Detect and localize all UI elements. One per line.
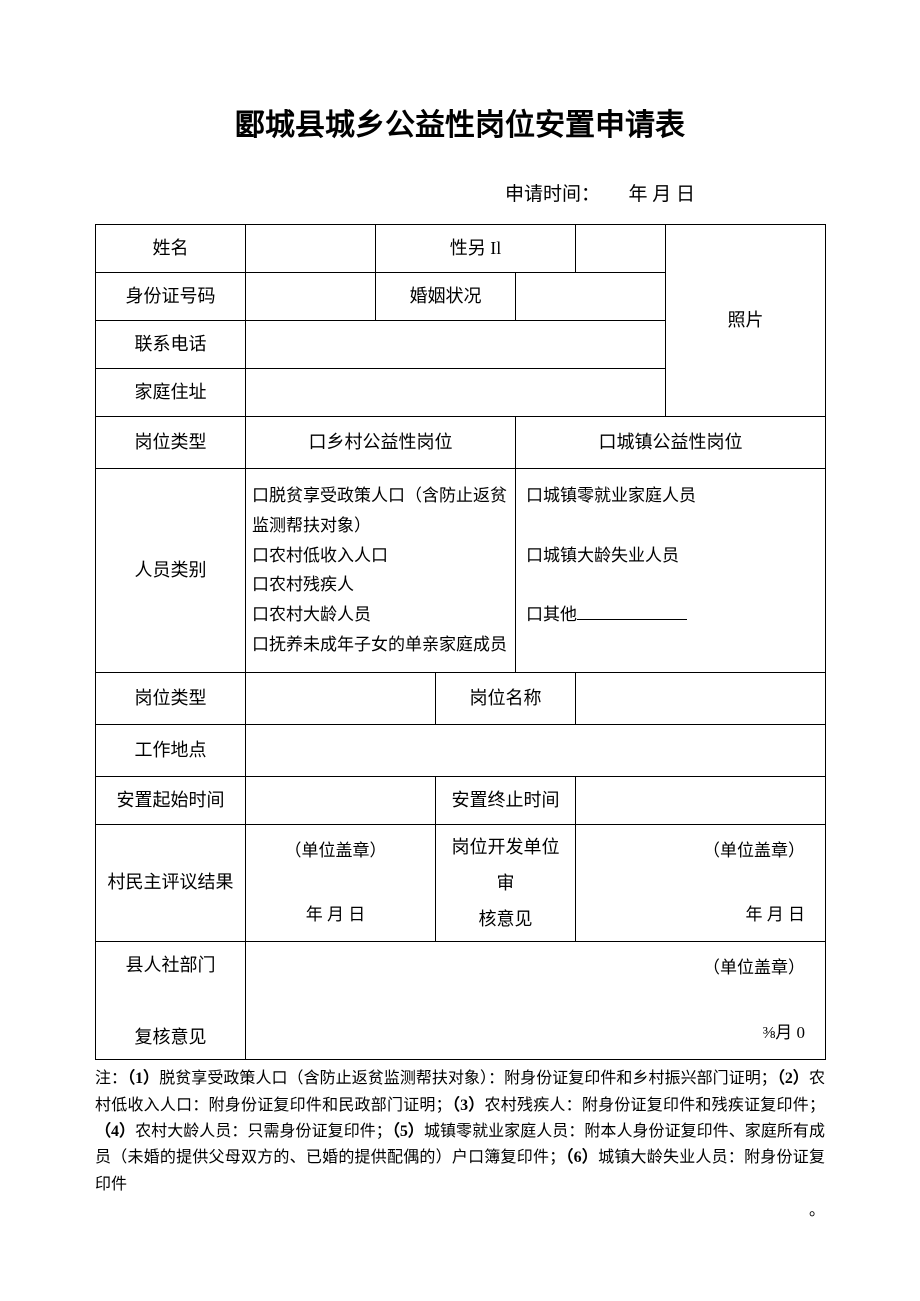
label-start-time: 安置起始时间: [96, 776, 246, 824]
label-county-dept: 县人社部门 复核意见: [96, 942, 246, 1060]
app-time-label: 申请时间：: [505, 184, 600, 205]
dev-unit-l2: 核意见: [479, 909, 533, 929]
label-gender: 性另 Il: [376, 225, 576, 273]
value-post-type2: [246, 672, 436, 724]
label-person-category: 人员类别: [96, 469, 246, 673]
label-name: 姓名: [96, 225, 246, 273]
county-stamp: （单位盖章） ⅜月 0: [246, 942, 826, 1060]
county-l1: 县人社部门: [126, 955, 216, 975]
notes-suffix: 。: [95, 1198, 825, 1224]
cat-l3: 口农村残疾人: [252, 575, 354, 594]
n5-label: （5）: [392, 1123, 424, 1140]
label-address: 家庭住址: [96, 369, 246, 417]
other-blank: [577, 603, 687, 620]
notes-prefix: 注：: [95, 1070, 127, 1087]
photo-cell: 照片: [666, 225, 826, 417]
value-name: [246, 225, 376, 273]
value-gender: [576, 225, 666, 273]
label-phone: 联系电话: [96, 321, 246, 369]
dev-date: 年 月 日: [746, 905, 806, 924]
n3-label: （3）: [452, 1097, 485, 1114]
cat-r1: 口城镇零就业家庭人员: [526, 486, 696, 505]
value-phone: [246, 321, 666, 369]
label-post-type2: 岗位类型: [96, 672, 246, 724]
page-title: 郾城县城乡公益性岗位安置申请表: [95, 100, 825, 144]
n6-label: （6）: [565, 1149, 598, 1166]
label-id-number: 身份证号码: [96, 273, 246, 321]
n4-label: （4）: [95, 1123, 135, 1140]
value-address: [246, 369, 666, 417]
n2-label: （2）: [777, 1070, 809, 1087]
review-date: 年 月 日: [306, 905, 366, 924]
label-end-time: 安置终止时间: [436, 776, 576, 824]
value-id-number: [246, 273, 376, 321]
value-work-location: [246, 724, 826, 776]
n3: 农村残疾人：附身份证复印件和残疾证复印件；: [485, 1097, 825, 1114]
value-start-time: [246, 776, 436, 824]
label-post-name: 岗位名称: [436, 672, 576, 724]
app-time-value: 年 月 日: [629, 184, 696, 205]
review-stamp: （单位盖章） 年 月 日: [246, 824, 436, 942]
label-marital: 婚姻状况: [376, 273, 516, 321]
cat-l4: 口农村大龄人员: [252, 605, 371, 624]
value-end-time: [576, 776, 826, 824]
value-post-name: [576, 672, 826, 724]
review-stamp-text: （单位盖章）: [285, 841, 387, 860]
label-work-location: 工作地点: [96, 724, 246, 776]
application-time: 申请时间： 年 月 日: [95, 179, 825, 206]
county-stamp-text: （单位盖章）: [703, 958, 805, 977]
cat-l5: 口抚养未成年子女的单亲家庭成员: [252, 635, 507, 654]
cat-l1: 口脱贫享受政策人口（含防止返贫监测帮扶对象）: [252, 486, 507, 535]
county-date: ⅜月 0: [763, 1023, 806, 1042]
label-dev-unit: 岗位开发单位审 核意见: [436, 824, 576, 942]
notes: 注：（1）脱贫享受政策人口（含防止返贫监测帮扶对象）：附身份证复印件和乡村振兴部…: [95, 1066, 825, 1224]
n4: 农村大龄人员：只需身份证复印件；: [135, 1123, 392, 1140]
application-table: 姓名 性另 Il 照片 身份证号码 婚姻状况 联系电话 家庭住址 岗位类型 口乡…: [95, 224, 826, 1060]
n1: 脱贫享受政策人口（含防止返贫监测帮扶对象）：附身份证复印件和乡村振兴部门证明；: [159, 1070, 777, 1087]
category-left: 口脱贫享受政策人口（含防止返贫监测帮扶对象） 口农村低收入人口 口农村残疾人 口…: [246, 469, 516, 673]
n1-label: （1）: [127, 1070, 159, 1087]
value-marital: [516, 273, 666, 321]
category-right: 口城镇零就业家庭人员 口城镇大龄失业人员 口其他: [516, 469, 826, 673]
cat-r3: 口其他: [526, 605, 577, 624]
post-type-option-2: 口城镇公益性岗位: [516, 417, 826, 469]
county-l2: 复核意见: [135, 1027, 207, 1047]
label-post-type: 岗位类型: [96, 417, 246, 469]
dev-unit-stamp: （单位盖章） 年 月 日: [576, 824, 826, 942]
label-review-result: 村民主评议结果: [96, 824, 246, 942]
dev-unit-l1: 岗位开发单位审: [452, 837, 560, 893]
dev-stamp-text: （单位盖章）: [703, 841, 805, 860]
cat-r2: 口城镇大龄失业人员: [526, 546, 679, 565]
cat-l2: 口农村低收入人口: [252, 546, 388, 565]
post-type-option-1: 口乡村公益性岗位: [246, 417, 516, 469]
